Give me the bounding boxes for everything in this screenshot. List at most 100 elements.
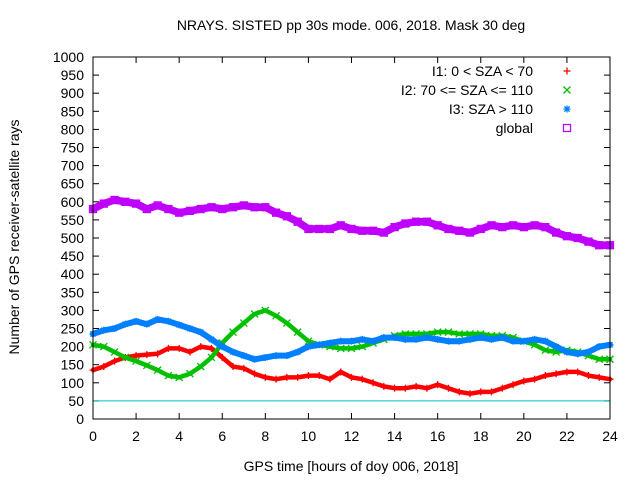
x-tick-label: 18 xyxy=(473,428,489,444)
data-point xyxy=(175,208,184,217)
legend-entry: global xyxy=(496,120,572,136)
data-point xyxy=(229,348,237,356)
data-point xyxy=(100,326,108,334)
data-point xyxy=(337,337,345,345)
data-point xyxy=(143,320,151,328)
data-point xyxy=(218,353,226,361)
legend: I1: 0 < SZA < 70 I2: 70 <= SZA <= 110 I3: … xyxy=(401,63,572,136)
data-point xyxy=(283,373,291,381)
data-point xyxy=(380,334,388,342)
data-point xyxy=(358,226,367,235)
data-point xyxy=(121,197,130,206)
data-point xyxy=(153,201,162,210)
data-point xyxy=(132,352,140,360)
plot-area xyxy=(88,195,615,402)
data-point xyxy=(584,348,592,356)
y-tick-label: 750 xyxy=(61,140,85,156)
data-point xyxy=(498,384,506,392)
data-point xyxy=(465,228,475,237)
data-point xyxy=(541,222,550,232)
data-point xyxy=(304,372,312,380)
y-tick-label: 400 xyxy=(61,266,85,282)
data-point xyxy=(444,337,452,345)
data-point xyxy=(444,224,453,234)
data-point xyxy=(348,337,355,345)
data-point xyxy=(423,384,431,392)
data-point xyxy=(325,224,335,234)
chart-title: NRAYS. SISTED pp 30s mode. 006, 2018. Ma… xyxy=(177,17,525,33)
data-point xyxy=(433,328,442,337)
data-point xyxy=(250,310,259,318)
data-point xyxy=(132,317,140,325)
data-point xyxy=(563,368,571,376)
data-point xyxy=(336,221,345,230)
data-point xyxy=(595,373,603,381)
data-point xyxy=(186,348,194,356)
data-point xyxy=(121,320,129,328)
data-point xyxy=(541,346,550,355)
data-point xyxy=(99,199,108,208)
data-point xyxy=(261,306,270,315)
y-tick-label: 500 xyxy=(61,230,85,246)
data-point xyxy=(111,357,119,365)
y-tick-label: 600 xyxy=(61,194,85,210)
data-point xyxy=(531,375,539,383)
data-point xyxy=(412,382,420,390)
data-point xyxy=(196,362,205,371)
data-point xyxy=(455,329,464,338)
data-point xyxy=(444,328,453,337)
data-point xyxy=(132,357,141,366)
data-point xyxy=(574,368,582,376)
data-point xyxy=(562,232,572,241)
data-point xyxy=(411,217,421,226)
data-point xyxy=(498,334,506,342)
data-point xyxy=(110,348,119,356)
data-point xyxy=(358,335,366,343)
data-point xyxy=(519,222,528,232)
data-point xyxy=(218,204,227,214)
data-point xyxy=(584,372,592,380)
y-tick-label: 50 xyxy=(68,393,84,409)
data-point xyxy=(218,343,226,351)
data-point xyxy=(369,379,377,387)
x-tick-label: 2 xyxy=(132,428,140,444)
data-point xyxy=(294,348,302,356)
data-point xyxy=(520,337,528,345)
data-point xyxy=(229,328,237,337)
data-point xyxy=(294,373,302,381)
y-tick-label: 950 xyxy=(61,67,85,83)
data-point xyxy=(551,228,561,237)
data-point xyxy=(164,344,172,352)
legend-label: I2: 70 <= SZA <= 110 xyxy=(401,82,533,98)
data-point xyxy=(207,203,216,212)
data-point xyxy=(304,224,313,234)
y-tick-label: 650 xyxy=(61,176,85,192)
data-point xyxy=(584,237,593,246)
data-point xyxy=(520,377,528,385)
data-point xyxy=(228,203,238,212)
data-point xyxy=(164,204,173,214)
data-point xyxy=(153,366,162,375)
y-tick-label: 150 xyxy=(61,357,85,373)
data-point xyxy=(164,371,173,380)
data-point xyxy=(315,341,323,349)
data-point xyxy=(508,221,518,230)
data-point xyxy=(401,384,409,392)
data-point xyxy=(390,222,399,232)
y-tick-label: 900 xyxy=(61,85,85,101)
data-point xyxy=(487,221,496,230)
data-point xyxy=(444,384,452,392)
data-point xyxy=(552,343,560,351)
x-tick-label: 10 xyxy=(301,428,317,444)
data-point xyxy=(563,348,571,356)
data-point xyxy=(326,339,334,347)
data-point xyxy=(455,337,463,345)
data-point xyxy=(326,375,334,383)
data-point xyxy=(433,221,442,230)
data-point xyxy=(337,368,345,376)
y-tick-label: 350 xyxy=(61,284,85,300)
legend-marker xyxy=(563,86,571,94)
data-point xyxy=(271,208,281,217)
data-point xyxy=(197,328,205,336)
